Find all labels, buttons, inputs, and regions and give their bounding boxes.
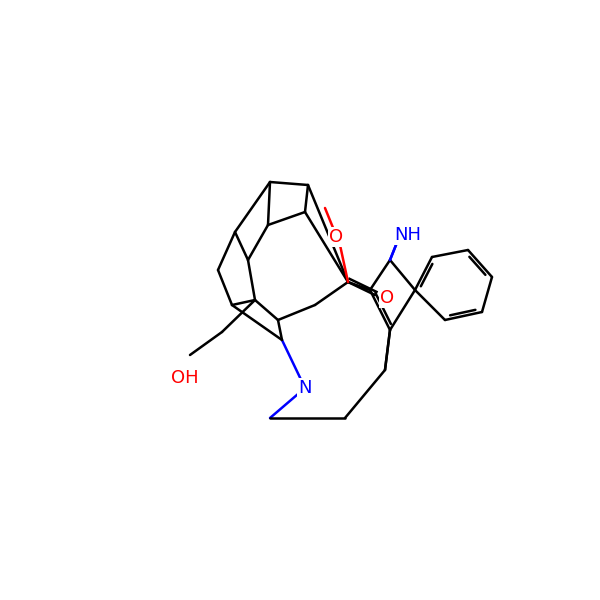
Text: O: O — [380, 289, 394, 307]
Text: OH: OH — [171, 369, 199, 387]
Text: NH: NH — [395, 226, 421, 244]
Text: N: N — [298, 379, 312, 397]
Text: O: O — [329, 228, 343, 246]
